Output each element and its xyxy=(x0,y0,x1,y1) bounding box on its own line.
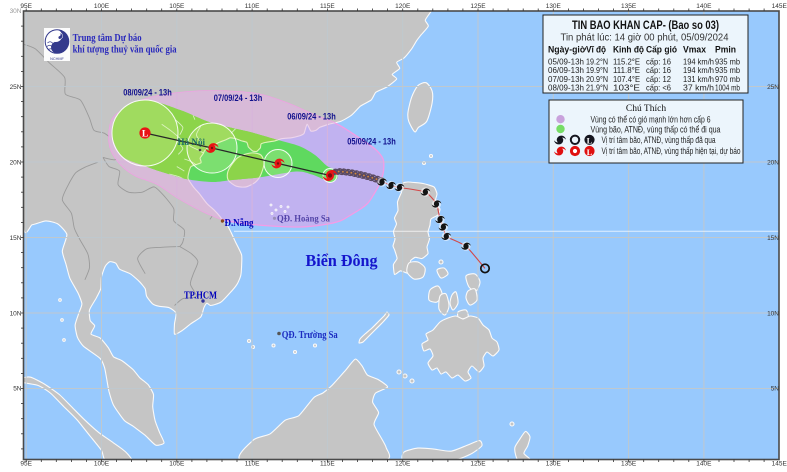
svg-text:Ngày-giờ: Ngày-giờ xyxy=(548,45,587,55)
svg-text:5N: 5N xyxy=(13,386,22,393)
svg-text:5N: 5N xyxy=(771,386,780,393)
svg-text:06/09/24 - 13h: 06/09/24 - 13h xyxy=(287,112,336,122)
svg-text:105E: 105E xyxy=(169,461,185,468)
svg-text:95E: 95E xyxy=(20,461,32,468)
svg-text:Vmax: Vmax xyxy=(683,45,706,55)
svg-text:06/09-13h: 06/09-13h xyxy=(548,65,584,75)
svg-text:07/09/24 - 13h: 07/09/24 - 13h xyxy=(214,93,263,103)
svg-text:Vùng bão, ATNĐ, vùng thấp có t: Vùng bão, ATNĐ, vùng thấp có thể đi qua xyxy=(591,125,721,135)
svg-text:110E: 110E xyxy=(245,3,260,10)
svg-text:145E: 145E xyxy=(772,461,787,468)
svg-text:145E: 145E xyxy=(772,3,787,10)
svg-text:08/09/24 - 13h: 08/09/24 - 13h xyxy=(123,88,172,98)
svg-text:Trung tâm Dự báo: Trung tâm Dự báo xyxy=(73,33,142,44)
svg-text:194 km/h: 194 km/h xyxy=(683,65,714,75)
svg-text:20N: 20N xyxy=(767,160,779,167)
svg-text:Chú Thích: Chú Thích xyxy=(626,104,666,114)
svg-text:135E: 135E xyxy=(621,461,637,468)
svg-text:Kinh độ: Kinh độ xyxy=(613,45,644,55)
svg-text:L: L xyxy=(587,136,593,146)
svg-text:140E: 140E xyxy=(696,3,712,10)
svg-text:120E: 120E xyxy=(395,461,411,468)
svg-text:131 km/h: 131 km/h xyxy=(683,74,714,84)
svg-text:21.9°N: 21.9°N xyxy=(586,83,608,93)
svg-text:cấp: 16: cấp: 16 xyxy=(646,57,671,67)
svg-text:19.9°N: 19.9°N xyxy=(586,65,608,75)
svg-text:130E: 130E xyxy=(546,3,562,10)
svg-text:20N: 20N xyxy=(10,160,22,167)
svg-text:95E: 95E xyxy=(20,3,32,10)
svg-text:L: L xyxy=(587,147,593,157)
svg-text:110E: 110E xyxy=(245,461,260,468)
svg-text:100E: 100E xyxy=(94,3,110,10)
svg-text:30N: 30N xyxy=(10,8,22,15)
svg-text:cấp: 12: cấp: 12 xyxy=(646,74,671,84)
svg-text:1004 mb: 1004 mb xyxy=(715,83,740,93)
svg-text:935 mb: 935 mb xyxy=(715,65,740,75)
svg-text:QĐ. Trường Sa: QĐ. Trường Sa xyxy=(282,330,338,341)
svg-text:135E: 135E xyxy=(621,3,637,10)
svg-text:935 mb: 935 mb xyxy=(715,57,740,67)
svg-text:120E: 120E xyxy=(395,3,411,10)
svg-text:Tin phát lúc: 14 giờ 00 phút,: Tin phát lúc: 14 giờ 00 phút, 05/09/2024 xyxy=(561,32,729,44)
svg-text:Vị trí tâm bão, ATNĐ, vùng thấ: Vị trí tâm bão, ATNĐ, vùng thấp hiện tại… xyxy=(602,146,741,156)
svg-text:130E: 130E xyxy=(546,461,562,468)
svg-text:100E: 100E xyxy=(94,461,110,468)
svg-text:L: L xyxy=(142,130,148,140)
svg-text:37 km/h: 37 km/h xyxy=(683,83,714,93)
svg-text:15N: 15N xyxy=(767,235,779,242)
svg-text:TIN BAO KHAN CAP- (Bao so 03): TIN BAO KHAN CAP- (Bao so 03) xyxy=(572,20,719,32)
svg-text:TP.HCM: TP.HCM xyxy=(184,290,217,301)
svg-text:QĐ. Hoàng Sa: QĐ. Hoàng Sa xyxy=(277,214,330,224)
svg-text:115E: 115E xyxy=(320,461,335,468)
svg-text:125E: 125E xyxy=(470,461,486,468)
svg-text:08/09-13h: 08/09-13h xyxy=(548,83,584,93)
svg-text:15N: 15N xyxy=(10,235,22,242)
svg-text:05/09-13h: 05/09-13h xyxy=(548,57,584,67)
svg-text:05/09/24 - 13h: 05/09/24 - 13h xyxy=(347,137,396,147)
svg-text:194 km/h: 194 km/h xyxy=(683,57,714,67)
svg-text:Đ.Nẵng: Đ.Nẵng xyxy=(225,218,254,229)
svg-text:25N: 25N xyxy=(10,84,22,91)
svg-text:103°E: 103°E xyxy=(613,83,640,93)
svg-text:cấp: 16: cấp: 16 xyxy=(646,65,671,75)
svg-text:10N: 10N xyxy=(767,311,779,318)
svg-text:105E: 105E xyxy=(169,3,185,10)
svg-text:19.2°N: 19.2°N xyxy=(586,57,608,67)
svg-text:970 mb: 970 mb xyxy=(715,74,740,84)
svg-text:111.8°E: 111.8°E xyxy=(613,65,640,75)
svg-text:khí tượng thuỷ văn quốc gia: khí tượng thuỷ văn quốc gia xyxy=(73,44,178,55)
svg-text:Pmin: Pmin xyxy=(715,45,736,55)
svg-text:NCHMF: NCHMF xyxy=(50,57,64,61)
svg-text:07/09-13h: 07/09-13h xyxy=(548,74,584,84)
svg-text:Vị trí tâm bão, ATNĐ, vùng thấ: Vị trí tâm bão, ATNĐ, vùng thấp đã qua xyxy=(602,135,716,145)
svg-text:115.2°E: 115.2°E xyxy=(613,57,640,67)
svg-text:Biển Đông: Biển Đông xyxy=(306,251,378,270)
svg-text:cấp: <6: cấp: <6 xyxy=(646,83,671,93)
svg-text:Vùng có thể có gió mạnh lớn hơ: Vùng có thể có gió mạnh lớn hơn cấp 6 xyxy=(591,115,711,125)
svg-text:20.9°N: 20.9°N xyxy=(586,74,608,84)
svg-text:125E: 125E xyxy=(470,3,486,10)
svg-text:25N: 25N xyxy=(767,84,779,91)
svg-text:115E: 115E xyxy=(320,3,335,10)
svg-text:107.4°E: 107.4°E xyxy=(613,74,640,84)
svg-text:Cấp gió: Cấp gió xyxy=(646,45,677,55)
svg-text:140E: 140E xyxy=(696,461,712,468)
svg-text:Vĩ độ: Vĩ độ xyxy=(586,45,606,55)
svg-text:10N: 10N xyxy=(10,311,22,318)
svg-text:Hà Nội: Hà Nội xyxy=(178,137,206,147)
